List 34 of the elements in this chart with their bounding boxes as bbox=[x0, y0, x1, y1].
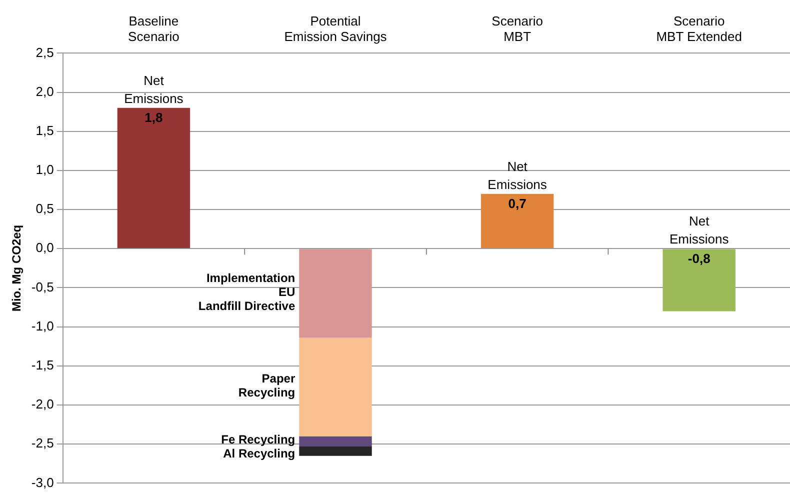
data-label: 0,7 bbox=[508, 196, 526, 212]
y-tick-label: -3,0 bbox=[31, 474, 54, 490]
x-tick-label: Baseline Scenario bbox=[128, 13, 180, 44]
bar bbox=[662, 249, 736, 312]
bar bbox=[299, 249, 372, 338]
y-tick-label: -2,5 bbox=[31, 436, 54, 451]
y-tick-label: -2,0 bbox=[31, 396, 54, 412]
text: Net Emissions bbox=[488, 159, 547, 192]
x-tick-label: Scenario MBT bbox=[492, 13, 543, 44]
x-tick-label: Scenario MBT Extended bbox=[656, 13, 742, 44]
y-tick-label: -1,0 bbox=[31, 318, 54, 334]
y-tick-label: 2,5 bbox=[36, 44, 54, 60]
bar bbox=[480, 194, 554, 248]
series-label: Al Recycling bbox=[223, 446, 296, 461]
bar bbox=[299, 338, 372, 436]
bar bbox=[117, 108, 190, 248]
y-tick-label: -1,5 bbox=[31, 358, 54, 373]
data-label: -0,8 bbox=[688, 251, 710, 266]
series-label: Implementation EU Landfill Directive bbox=[198, 270, 296, 313]
series-label: Net Emissions bbox=[124, 73, 184, 106]
series-label: Fe Recycling bbox=[221, 432, 296, 447]
y-tick-label: 0,0 bbox=[36, 240, 54, 256]
data-label: 1,8 bbox=[144, 110, 163, 126]
y-tick-label: -0,5 bbox=[31, 279, 54, 294]
series-label: Paper Recycling bbox=[238, 371, 296, 400]
y-tick-label: 1,0 bbox=[36, 162, 54, 178]
y-tick-label: 2,0 bbox=[36, 84, 54, 99]
y-tick-label: 1,5 bbox=[36, 122, 54, 138]
bar bbox=[299, 446, 372, 456]
x-tick-label: Potential Emission Savings bbox=[284, 13, 388, 44]
bar bbox=[299, 436, 372, 446]
text: Net Emissions bbox=[669, 214, 729, 247]
y-tick-label: 0,5 bbox=[36, 201, 54, 216]
y-axis-title: Mio. Mg CO2eq bbox=[10, 224, 24, 312]
